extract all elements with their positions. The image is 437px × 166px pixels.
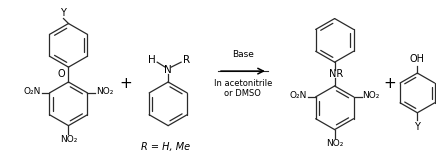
Text: NO₂: NO₂ <box>60 135 77 144</box>
Text: In acetonitrile: In acetonitrile <box>214 79 272 88</box>
Text: NO₂: NO₂ <box>97 87 114 96</box>
Text: N: N <box>164 65 172 75</box>
Text: O₂N: O₂N <box>23 87 41 96</box>
Text: NO₂: NO₂ <box>363 91 380 100</box>
Text: Y: Y <box>59 7 66 18</box>
Text: Base: Base <box>232 50 254 59</box>
Text: R = H, Me: R = H, Me <box>141 142 190 152</box>
Text: +: + <box>383 76 396 90</box>
Text: OH: OH <box>410 54 425 64</box>
Text: +: + <box>119 76 132 90</box>
Text: or DMSO: or DMSO <box>225 89 261 98</box>
Text: H: H <box>148 55 156 65</box>
Text: NO₂: NO₂ <box>326 139 343 148</box>
Text: NR: NR <box>329 69 344 79</box>
Text: O: O <box>58 69 65 79</box>
Text: Y: Y <box>414 122 420 132</box>
Text: O₂N: O₂N <box>289 91 307 100</box>
Text: R: R <box>183 55 190 65</box>
